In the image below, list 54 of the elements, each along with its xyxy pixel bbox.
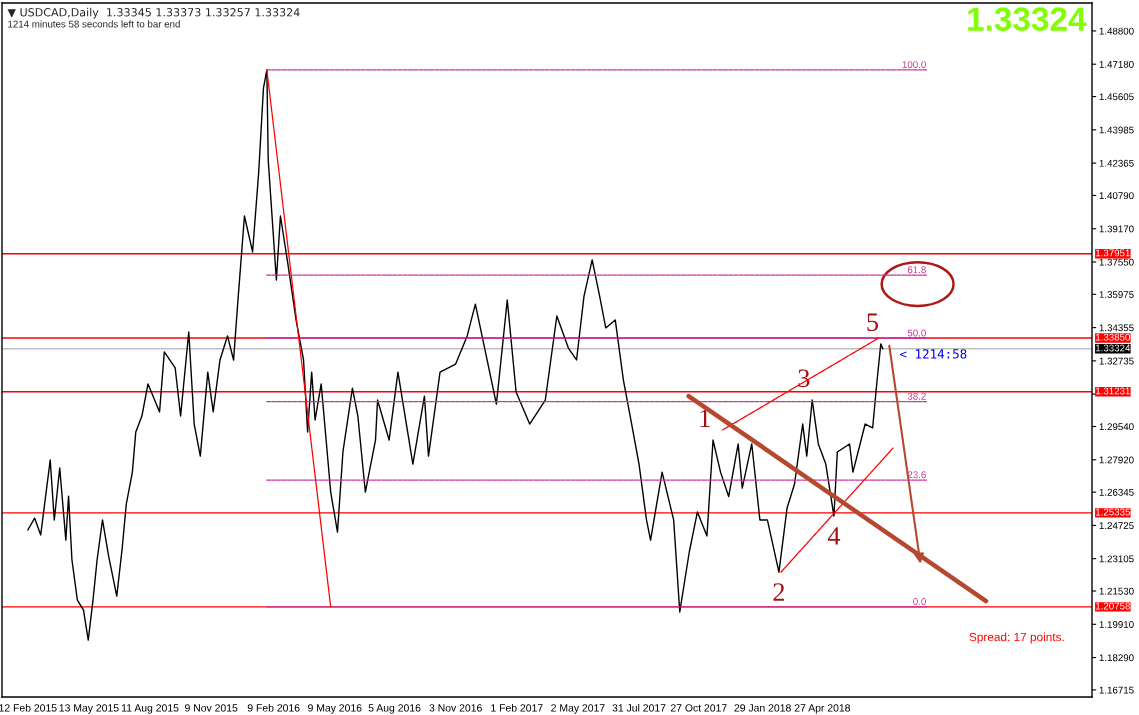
x-tick-label: 5 Aug 2016 bbox=[368, 704, 421, 714]
ref-line-label: 1.20758 bbox=[1096, 602, 1130, 610]
series-label: 0.0 bbox=[913, 598, 926, 605]
annotation: 5 bbox=[867, 313, 879, 332]
ref-line-label: 1.33324 bbox=[1096, 344, 1131, 352]
y-tick-label: 1.32735 bbox=[1099, 357, 1134, 365]
y-tick-label: 1.40790 bbox=[1099, 192, 1134, 200]
x-tick-label: 27 Apr 2018 bbox=[794, 704, 851, 714]
annotation: Spread: 17 points. bbox=[969, 632, 1064, 644]
x-tick-label: 11 Aug 2015 bbox=[121, 704, 179, 714]
annotation: 1.33324 bbox=[968, 7, 1087, 31]
y-tick-label: 1.21530 bbox=[1099, 587, 1134, 595]
y-tick-label: 1.24725 bbox=[1099, 522, 1134, 530]
annotation: < 1214:58 bbox=[900, 349, 967, 359]
series-label: 38.2 bbox=[907, 392, 926, 400]
y-tick-label: 1.19910 bbox=[1099, 621, 1134, 628]
text: 1214 minutes 58 seconds left to bar end bbox=[8, 20, 180, 28]
x-tick-label: 9 Nov 2015 bbox=[185, 704, 238, 712]
ref-line-label: 1.33850 bbox=[1096, 333, 1131, 341]
x-tick-label: 1 Feb 2017 bbox=[491, 703, 543, 712]
y-tick-label: 1.16715 bbox=[1099, 686, 1134, 694]
y-tick-label: 1.39170 bbox=[1099, 225, 1134, 233]
y-tick-label: 1.42365 bbox=[1099, 159, 1134, 167]
chart-title: ▼ USDCAD,Daily 1.33345 1.33373 1.33257 1.33324 bbox=[7, 7, 300, 19]
x-tick-label: 9 May 2016 bbox=[308, 704, 362, 714]
x-tick-label: 2 May 2017 bbox=[551, 704, 605, 714]
y-tick-label: 1.26345 bbox=[1099, 488, 1134, 496]
y-tick-label: 1.35975 bbox=[1099, 291, 1134, 298]
x-tick-label: 27 Oct 2017 bbox=[670, 704, 727, 712]
x-tick-label: 13 May 2015 bbox=[59, 704, 119, 714]
x-tick-label: 31 Jul 2017 bbox=[612, 703, 666, 712]
y-tick-label: 1.45605 bbox=[1099, 93, 1134, 101]
ref-line-label: 1.25335 bbox=[1096, 508, 1131, 516]
y-tick-label: 1.48800 bbox=[1099, 27, 1134, 35]
annotation: 4 bbox=[827, 527, 841, 545]
y-tick-label: 1.34355 bbox=[1099, 324, 1134, 332]
x-tick-label: 3 Nov 2016 bbox=[429, 704, 482, 712]
series-label: 50.0 bbox=[907, 329, 926, 337]
y-tick-label: 1.18290 bbox=[1099, 654, 1134, 662]
y-tick-label: 1.37550 bbox=[1099, 258, 1134, 266]
series-label: 100.0 bbox=[902, 61, 926, 69]
annotation: 1 bbox=[700, 409, 710, 427]
series-label: 61.8 bbox=[907, 266, 926, 274]
x-tick-label: 29 Jan 2018 bbox=[734, 704, 791, 712]
y-tick-label: 1.47180 bbox=[1099, 60, 1134, 68]
y-tick-label: 1.29540 bbox=[1099, 423, 1134, 431]
x-tick-label: 9 Feb 2016 bbox=[247, 703, 300, 712]
y-tick-label: 1.23105 bbox=[1099, 555, 1134, 563]
ref-line-label: 1.37951 bbox=[1096, 249, 1130, 257]
x-tick-label: 12 Feb 2015 bbox=[0, 703, 57, 712]
y-tick-label: 1.43985 bbox=[1099, 126, 1134, 134]
y-tick-label: 1.27920 bbox=[1099, 456, 1134, 464]
annotation: 2 bbox=[773, 583, 785, 601]
ref-line-label: 1.31231 bbox=[1096, 387, 1130, 395]
